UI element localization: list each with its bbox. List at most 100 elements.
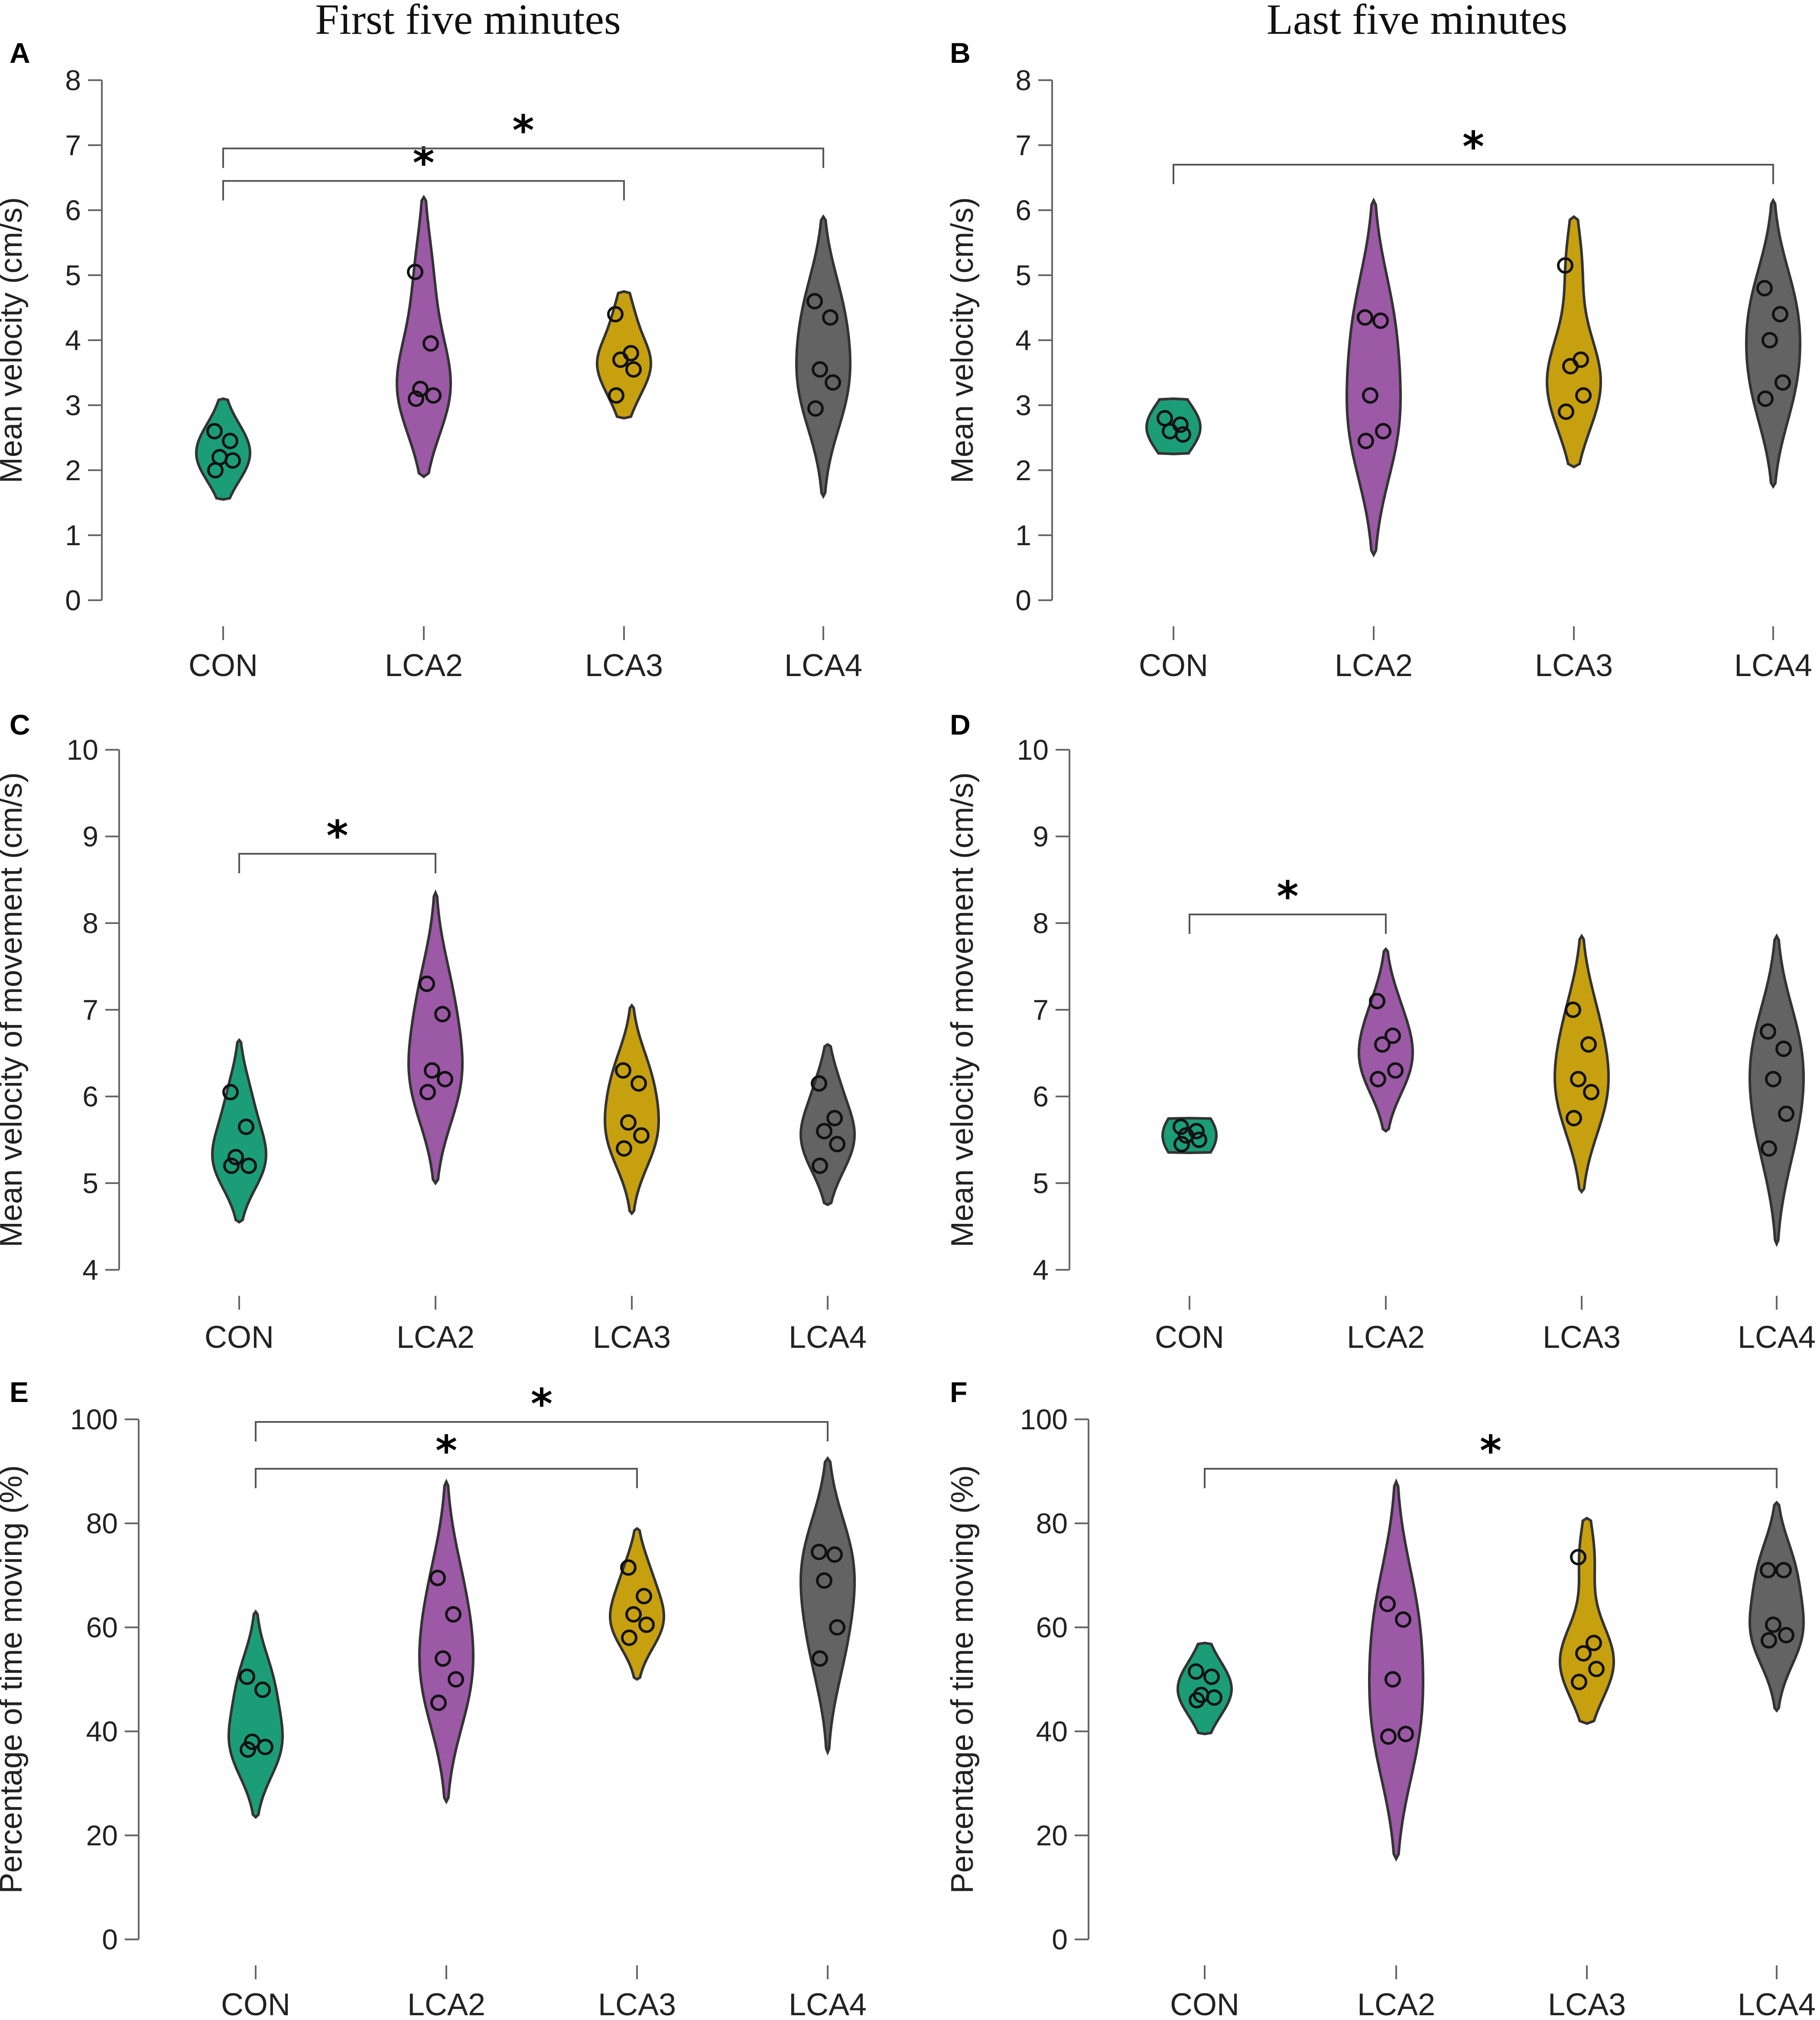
- data-point-f-lca4: [1765, 1617, 1781, 1633]
- data-point-b-lca4: [1757, 390, 1774, 407]
- x-tick-label-f: CON: [1170, 1987, 1239, 2020]
- data-point-e-lca3: [638, 1617, 655, 1633]
- data-point-d-lca2: [1374, 1036, 1391, 1053]
- data-point-a-lca3: [608, 387, 624, 404]
- data-point-b-lca2: [1375, 423, 1391, 439]
- data-point-c-lca2: [437, 1071, 453, 1087]
- y-tick-label-f: 60: [1036, 1611, 1068, 1643]
- data-point-a-lca2: [422, 335, 439, 352]
- significance-star-a: *: [512, 107, 534, 155]
- data-point-c-lca3: [630, 1075, 647, 1092]
- data-point-e-con: [257, 1739, 273, 1755]
- data-point-b-lca4: [1762, 332, 1778, 348]
- panel-d: D 4 5 6 7 8 9 10 Mean velocity of movement (cm/s…: [945, 709, 1816, 1355]
- y-tick-label-a: 6: [65, 194, 81, 226]
- data-point-c-lca4: [812, 1158, 828, 1174]
- data-point-d-lca3: [1566, 1110, 1582, 1126]
- data-point-e-con: [239, 1669, 255, 1685]
- y-tick-label-a: 7: [65, 129, 81, 161]
- data-point-c-lca4: [829, 1136, 845, 1152]
- y-tick-label-c: 4: [82, 1254, 98, 1286]
- data-point-f-con: [1203, 1669, 1220, 1685]
- panel-letter-f: F: [950, 1376, 967, 1408]
- x-tick-label-c: LCA4: [789, 1320, 867, 1355]
- panel-e: E 0 20 40 60 80 100 Percentage of time moving (…: [0, 1376, 867, 2020]
- x-tick-label-a: LCA2: [385, 648, 463, 683]
- data-point-f-lca2: [1379, 1596, 1396, 1612]
- y-axis-label-a: Mean velocity (cm/s): [0, 197, 29, 483]
- data-point-c-lca4: [826, 1110, 843, 1126]
- panel-b: B 0 1 2 3 4 5 6 7 8 Mean velocity (cm/s) CON LCA2 LCA…: [945, 37, 1812, 683]
- data-point-b-lca4: [1774, 374, 1791, 391]
- data-point-c-lca2: [419, 1084, 436, 1100]
- violin-d-lca3: [1553, 934, 1610, 1194]
- x-tick-label-b: LCA3: [1535, 648, 1613, 683]
- data-point-a-con: [206, 423, 223, 439]
- y-tick-label-c: 10: [67, 734, 98, 766]
- violin-c-lca2: [407, 889, 464, 1186]
- data-point-f-lca3: [1570, 1549, 1586, 1565]
- violin-f-lca2: [1368, 1478, 1424, 1862]
- data-point-d-con: [1173, 1136, 1190, 1152]
- significance-bracket-b: [1173, 164, 1774, 184]
- y-tick-label-a: 1: [65, 519, 81, 551]
- significance-star-a: *: [413, 139, 434, 188]
- x-tick-label-c: CON: [205, 1320, 274, 1355]
- y-tick-label-d: 8: [1033, 907, 1049, 939]
- data-point-e-lca2: [435, 1650, 451, 1667]
- data-point-e-con: [240, 1741, 256, 1758]
- data-point-f-lca4: [1760, 1562, 1776, 1578]
- data-point-e-con: [254, 1682, 271, 1698]
- y-tick-label-c: 5: [82, 1167, 98, 1199]
- data-point-d-lca4: [1778, 1106, 1794, 1122]
- y-tick-label-b: 5: [1015, 259, 1031, 291]
- violin-e-lca2: [418, 1478, 474, 1805]
- data-point-f-lca2: [1380, 1728, 1397, 1745]
- data-point-f-lca3: [1588, 1661, 1605, 1677]
- data-point-d-lca4: [1760, 1023, 1776, 1040]
- significance-bracket-f: [1204, 1468, 1778, 1488]
- data-point-f-con: [1188, 1663, 1204, 1680]
- data-point-f-lca2: [1398, 1726, 1414, 1742]
- x-tick-label-f: LCA4: [1738, 1987, 1816, 2020]
- data-point-e-lca2: [448, 1671, 464, 1688]
- data-point-c-lca3: [620, 1114, 637, 1131]
- violin-c-lca3: [603, 1003, 660, 1216]
- data-point-a-lca2: [425, 387, 442, 404]
- data-point-c-lca4: [816, 1123, 832, 1139]
- x-tick-label-d: CON: [1155, 1320, 1224, 1355]
- panel-f: F 0 20 40 60 80 100 Percentage of time moving (…: [945, 1376, 1816, 2020]
- data-point-e-lca3: [620, 1559, 637, 1576]
- x-tick-label-b: LCA2: [1335, 648, 1413, 683]
- data-point-a-lca2: [408, 390, 424, 407]
- data-point-a-lca4: [822, 309, 838, 326]
- significance-star-d: *: [1277, 872, 1298, 921]
- x-tick-label-d: LCA2: [1347, 1320, 1425, 1355]
- data-point-d-lca4: [1761, 1140, 1777, 1157]
- x-tick-label-d: LCA3: [1543, 1320, 1621, 1355]
- violin-f-lca3: [1558, 1516, 1615, 1725]
- panel-letter-b: B: [950, 37, 971, 69]
- data-point-c-con: [238, 1119, 254, 1135]
- data-point-d-lca4: [1765, 1071, 1781, 1087]
- data-point-d-lca2: [1387, 1062, 1404, 1079]
- significance-bracket-e: [255, 1468, 638, 1488]
- y-tick-label-e: 40: [86, 1715, 118, 1747]
- data-point-d-lca3: [1570, 1071, 1586, 1087]
- y-tick-label-c: 7: [82, 994, 98, 1026]
- significance-bracket-c: [238, 853, 436, 873]
- data-point-b-lca3: [1562, 358, 1579, 374]
- x-tick-label-a: LCA4: [784, 648, 862, 683]
- data-point-a-lca4: [825, 374, 841, 391]
- data-point-d-lca3: [1580, 1036, 1597, 1053]
- panel-a: A 0 1 2 3 4 5 6 7 8 Mean velocity (cm/s) CON LCA2 LCA…: [0, 37, 862, 683]
- data-point-d-lca2: [1369, 993, 1385, 1009]
- data-point-f-lca3: [1586, 1635, 1602, 1651]
- y-axis-label-f: Percentage of time moving (%): [945, 1465, 980, 1893]
- data-point-f-lca2: [1395, 1611, 1411, 1628]
- data-point-a-lca4: [807, 400, 824, 417]
- violin-a-con: [195, 397, 252, 501]
- data-point-d-lca4: [1775, 1041, 1792, 1057]
- data-point-d-lca2: [1384, 1028, 1401, 1044]
- y-tick-label-c: 6: [82, 1080, 98, 1112]
